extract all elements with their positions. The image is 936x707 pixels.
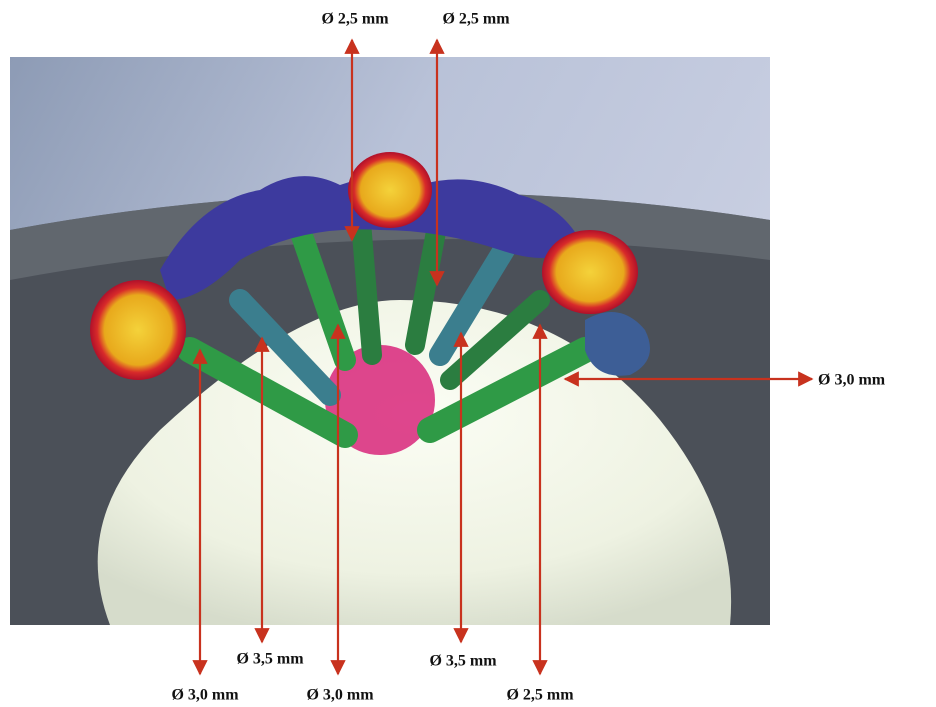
diameter-label: Ø 2,5 mm bbox=[321, 11, 389, 28]
diameter-label: Ø 3,5 mm bbox=[236, 651, 304, 668]
diameter-label: Ø 2,5 mm bbox=[506, 687, 574, 704]
diameter-label: Ø 3,0 mm bbox=[171, 687, 239, 704]
photo bbox=[10, 57, 770, 625]
diameter-label: Ø 3,0 mm bbox=[818, 372, 886, 389]
diameter-label: Ø 3,0 mm bbox=[306, 687, 374, 704]
diameter-label: Ø 3,5 mm bbox=[429, 653, 497, 670]
page: Ø 2,5 mm Ø 2,5 mm Ø 3,0 mm Ø 3,5 mm Ø 3,… bbox=[0, 0, 936, 707]
annotated-photo: Ø 2,5 mm Ø 2,5 mm Ø 3,0 mm Ø 3,5 mm Ø 3,… bbox=[0, 0, 936, 707]
diameter-label: Ø 2,5 mm bbox=[442, 11, 510, 28]
